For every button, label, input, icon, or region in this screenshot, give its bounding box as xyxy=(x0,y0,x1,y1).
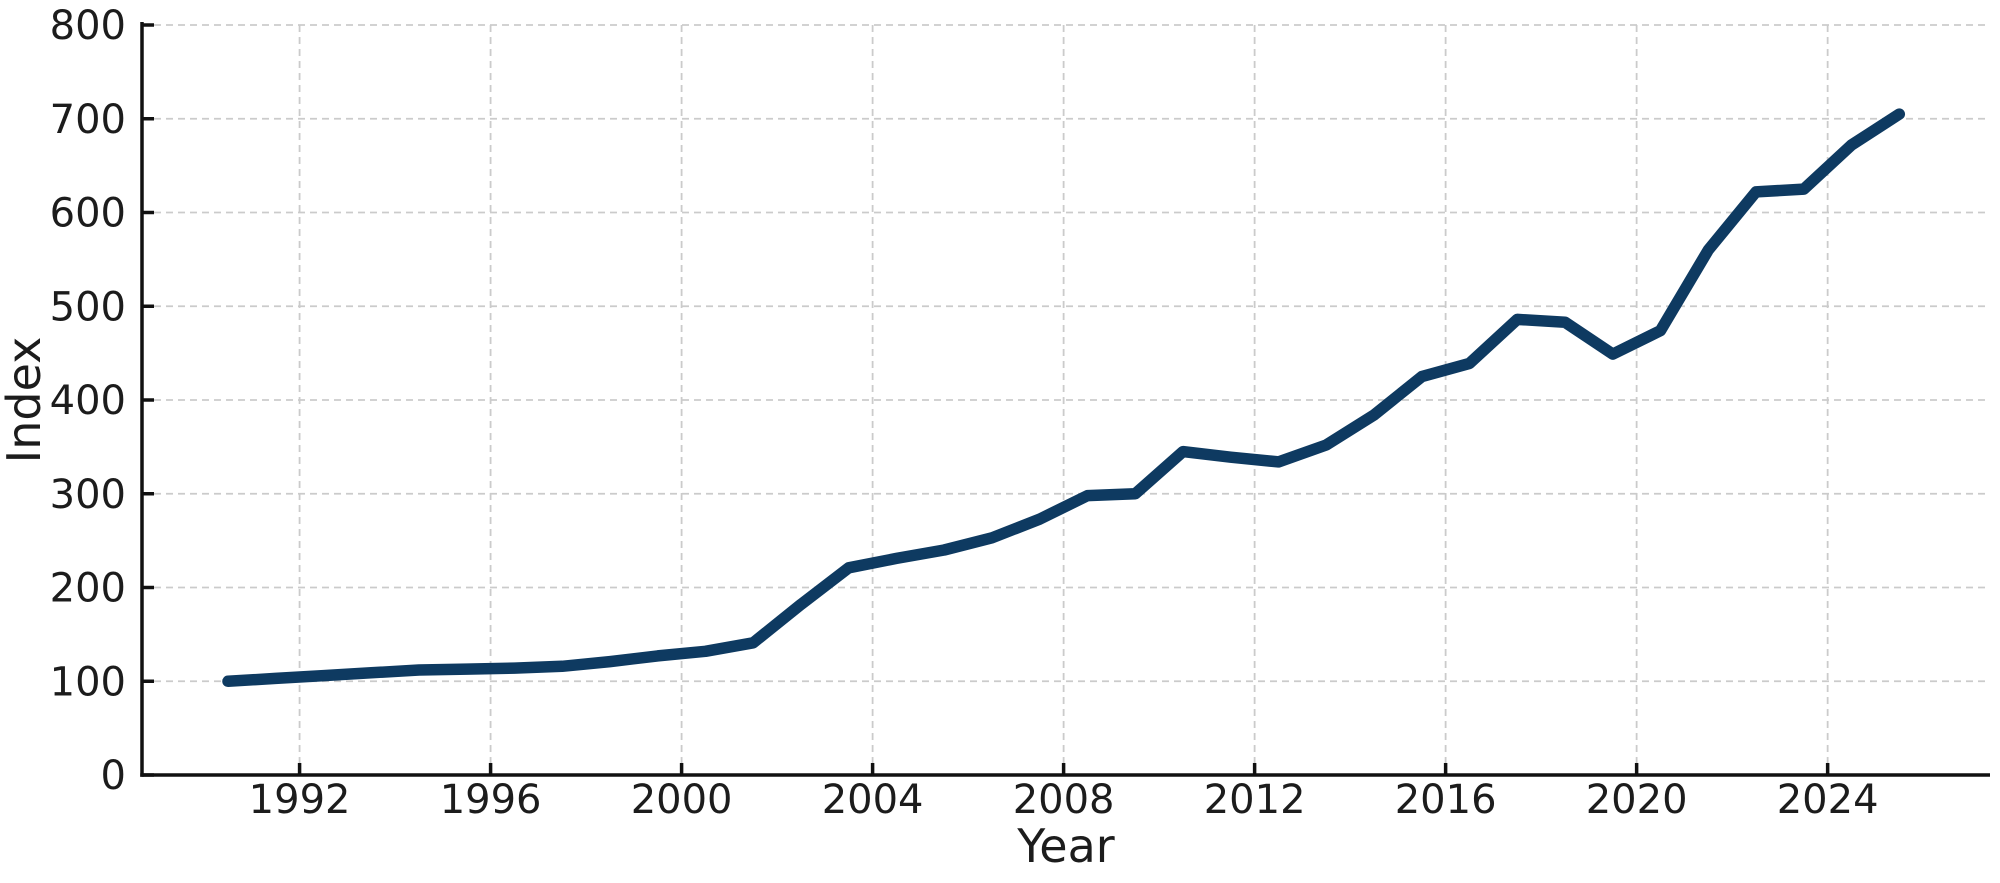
y-tick-label: 700 xyxy=(50,97,126,143)
y-axis-label: Index xyxy=(0,337,51,464)
x-tick-label: 2004 xyxy=(822,777,924,823)
y-tick-label: 600 xyxy=(50,191,126,237)
x-tick-label: 2024 xyxy=(1777,777,1879,823)
x-tick-label: 2020 xyxy=(1586,777,1688,823)
y-tick-label: 0 xyxy=(101,753,126,799)
x-tick-label: 1996 xyxy=(440,777,542,823)
y-tick-label: 300 xyxy=(50,472,126,518)
y-tick-label: 400 xyxy=(50,378,126,424)
index-series-line xyxy=(222,108,1906,688)
x-tick-label: 1992 xyxy=(249,777,351,823)
y-tick-label: 200 xyxy=(50,566,126,612)
tick-labels: 0 100 200 300 400 500 600 700 800 1992 1996 2000 200… xyxy=(50,3,1879,823)
x-tick-label: 2016 xyxy=(1395,777,1497,823)
x-tick-label: 2000 xyxy=(631,777,733,823)
gridlines xyxy=(142,24,1990,776)
x-axis-label: Year xyxy=(1016,819,1114,873)
axis-ticks xyxy=(142,23,1830,777)
x-tick-label: 2008 xyxy=(1013,777,1115,823)
y-tick-label: 800 xyxy=(50,3,126,49)
x-tick-label: 2012 xyxy=(1204,777,1306,823)
axes-spines xyxy=(140,22,1990,777)
y-tick-label: 100 xyxy=(50,659,126,705)
y-tick-label: 500 xyxy=(50,284,126,330)
